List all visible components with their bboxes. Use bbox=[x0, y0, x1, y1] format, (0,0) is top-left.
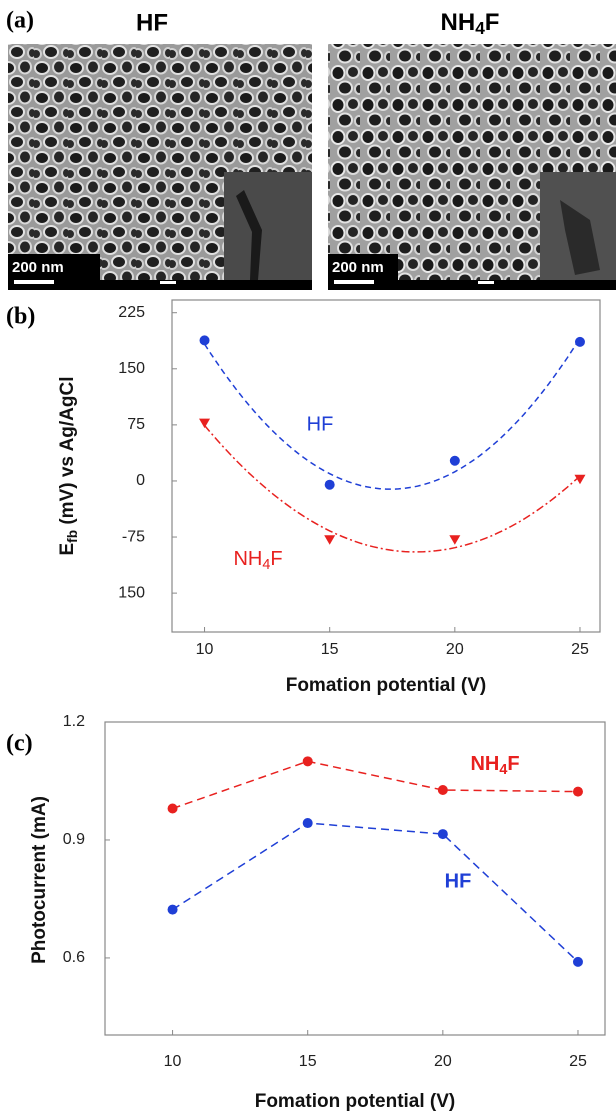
y-tick-label: 1.2 bbox=[63, 713, 85, 730]
y-tick-label: 0.6 bbox=[63, 949, 85, 966]
annotation: NH4F bbox=[470, 753, 519, 778]
x-tick-label: 10 bbox=[164, 1053, 182, 1070]
plot-frame bbox=[104, 721, 606, 1036]
series-line bbox=[172, 822, 579, 963]
point bbox=[302, 756, 313, 767]
point bbox=[449, 455, 460, 466]
panel-label: (b) bbox=[6, 304, 35, 330]
image-title: NH4F bbox=[441, 9, 500, 37]
point bbox=[437, 785, 448, 796]
point bbox=[574, 336, 585, 347]
point bbox=[572, 956, 583, 967]
y-tick-label: 150 bbox=[118, 584, 145, 601]
x-tick-label: 20 bbox=[434, 1053, 452, 1070]
x-tick-label: 25 bbox=[571, 641, 589, 658]
image-title: HF bbox=[136, 9, 168, 36]
sem-image bbox=[8, 44, 312, 290]
y-tick-label: 0.9 bbox=[63, 831, 85, 848]
x-tick-label: 20 bbox=[446, 641, 464, 658]
annotation: NH4F bbox=[233, 548, 282, 573]
point bbox=[437, 829, 448, 840]
point bbox=[302, 818, 313, 829]
y-tick-label: -75 bbox=[122, 528, 145, 545]
point bbox=[167, 803, 178, 814]
point bbox=[449, 535, 461, 545]
x-tick-label: 15 bbox=[299, 1053, 317, 1070]
point bbox=[324, 535, 336, 545]
annotation: HF bbox=[307, 413, 334, 435]
plot-frame bbox=[171, 299, 601, 633]
point bbox=[572, 786, 583, 797]
scale-bar-label: 200 nm bbox=[12, 259, 64, 276]
point bbox=[167, 904, 178, 915]
y-tick-label: 225 bbox=[118, 304, 145, 321]
annotation: HF bbox=[445, 870, 472, 892]
fit-curve bbox=[203, 337, 581, 490]
x-axis-label: Fomation potential (V) bbox=[286, 675, 487, 696]
y-tick-label: 75 bbox=[127, 416, 145, 433]
series-line bbox=[172, 760, 578, 810]
y-tick-label: 0 bbox=[136, 472, 145, 489]
point bbox=[199, 335, 210, 346]
y-axis-label: Photocurrent (mA) bbox=[29, 796, 50, 964]
x-tick-label: 10 bbox=[196, 641, 214, 658]
y-axis-label: Efb (mV) vs Ag/AgCl bbox=[57, 376, 80, 555]
panel-label: (c) bbox=[6, 731, 33, 757]
x-axis-label: Fomation potential (V) bbox=[255, 1091, 456, 1112]
x-tick-label: 15 bbox=[321, 641, 339, 658]
x-tick-label: 25 bbox=[569, 1053, 587, 1070]
panel-label: (a) bbox=[6, 8, 34, 34]
point bbox=[574, 474, 586, 485]
scale-bar-label: 200 nm bbox=[332, 259, 384, 276]
point bbox=[199, 418, 211, 429]
y-tick-label: 150 bbox=[118, 360, 145, 377]
fit-curve bbox=[203, 424, 581, 553]
sem-image bbox=[328, 44, 616, 290]
point bbox=[324, 479, 335, 490]
